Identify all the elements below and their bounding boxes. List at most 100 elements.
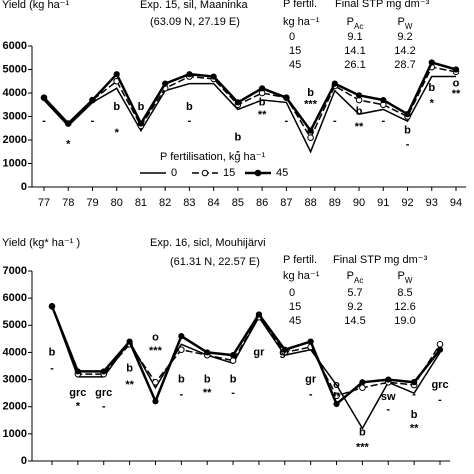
y-axis-label: Yield (kg ha⁻¹ [2,0,69,11]
annotation: ** [355,121,364,133]
table-cell: 15 [289,45,301,57]
cell-sub: W [405,276,413,285]
annotation: b [113,101,120,113]
y-tick-label: 6000 [3,40,27,52]
point [204,349,211,356]
y-tick-label: 2000 [3,134,27,146]
table-cell: 9.2 [397,31,412,43]
x-tick-label: 81 [135,197,147,209]
x-tick-label: 84 [208,197,220,209]
annotation: b [138,101,145,113]
point [307,338,314,345]
annotation: b [178,373,185,385]
x-tick-label: 87 [280,197,292,209]
point [428,59,435,66]
table-cell: 9.2 [347,301,362,313]
table-title: P fertil. [283,254,317,266]
annotation: b [230,373,237,385]
x-tick-label: 82 [159,197,171,209]
point [48,303,56,310]
annotation: - [438,394,442,406]
y-tick-label: 5000 [3,63,27,75]
cell-main: P [398,16,405,28]
annotation: - [333,115,337,127]
table-cell: 8.5 [397,287,412,299]
annotation: - [285,115,289,127]
table-title: Final STP mg dm⁻³ [335,0,430,10]
annotation: * [430,97,435,109]
x-tick-label: 88 [304,197,316,209]
annotation: ** [452,88,461,100]
cell-sub: Ac [354,22,363,31]
x-tick-label: 78 [62,197,74,209]
x-tick-label: 94 [450,197,462,209]
cell-main: P [347,270,354,282]
cell-sub: Ac [354,276,363,285]
annotation: ** [332,391,341,403]
legend-label: 45 [276,167,288,179]
point [137,120,145,127]
point [359,379,366,386]
annotation: b [126,363,133,375]
table-cell: 26.1 [344,59,365,71]
point [359,384,366,392]
chart-title: Exp. 15, sil, Maaninka [140,0,248,11]
x-tick-label: 93 [426,197,438,209]
point [186,71,193,78]
annotation: - [42,115,46,127]
y-tick-label: 4000 [3,346,27,358]
table-cell: 0 [289,287,295,299]
point [100,368,107,375]
table-cell: 5.7 [347,287,362,299]
x-tick-label: 85 [232,197,244,209]
y-tick-label: 2000 [3,401,27,413]
table-cell: 19.0 [394,315,415,327]
y-tick-label: 6000 [3,292,27,304]
point [40,94,48,101]
y-tick-label: 5000 [3,319,27,331]
point [307,127,314,134]
annotation: - [412,388,416,400]
point [283,94,290,101]
annotation: - [381,115,385,127]
table-cell: 14.1 [344,45,365,57]
table-cell: kg ha⁻¹ [283,16,320,28]
annotation: o [333,379,340,391]
table-title: Final STP mg dm⁻³ [333,254,428,266]
annotation: - [188,115,192,127]
legend-title: P fertilisation, kg ha⁻¹ [160,151,266,163]
point [152,398,159,405]
point [74,368,81,375]
annotation: ** [258,109,267,121]
legend-marker [254,169,262,177]
table-cell: 15 [289,301,301,313]
point [452,66,460,73]
point [307,134,314,141]
point [229,352,237,359]
annotation: b [235,132,242,144]
table-cell: 0 [289,31,295,43]
point [259,85,266,92]
point [229,357,237,364]
y-tick-label: 3000 [3,110,27,122]
point [331,80,338,87]
y-tick-label: 3000 [3,373,27,385]
point [234,99,241,106]
annotation: - [139,115,143,127]
table-cell: 28.7 [394,59,415,71]
table-cell: 9.1 [347,31,362,43]
x-tick-label: 79 [86,197,98,209]
table-cell: 45 [289,315,301,327]
y-tick-label: 1000 [3,428,27,440]
annotation: gr [279,346,291,358]
chart-subtitle: (61.31 N, 22.57 E) [170,256,260,268]
annotation: sw [381,391,396,403]
x-tick-label: 83 [183,197,195,209]
series-line [43,60,457,133]
chart-subtitle: (63.09 N, 27.19 E) [150,16,240,28]
annotation: ** [203,387,212,399]
annotation: b [49,346,56,358]
point [404,111,411,118]
x-tick-label: 92 [401,197,413,209]
point [126,338,133,345]
